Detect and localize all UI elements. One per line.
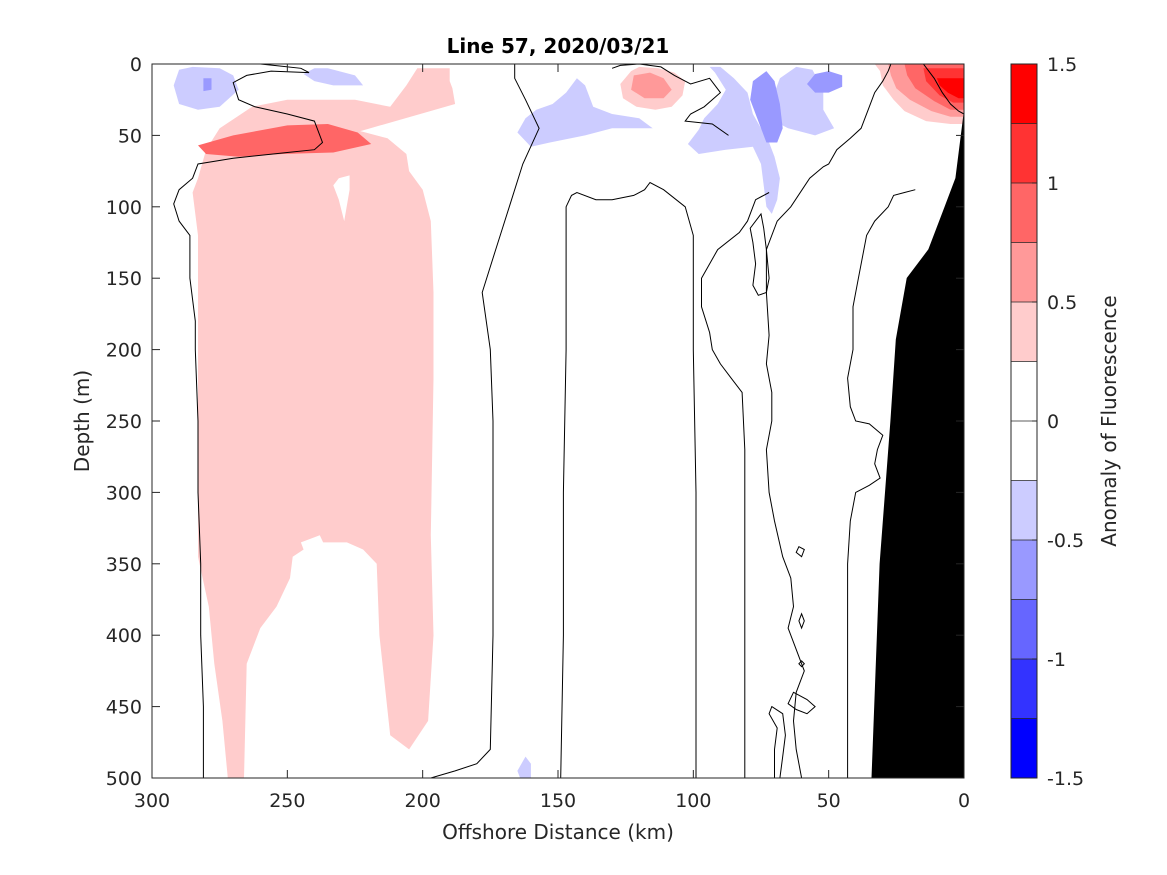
x-tick-label: 50: [817, 790, 841, 812]
positive-anomaly-core: [198, 124, 372, 157]
x-tick-label: 100: [675, 790, 711, 812]
colorbar-band: [1011, 64, 1037, 124]
x-tick-label: 200: [405, 790, 441, 812]
zero-contours: [173, 64, 964, 778]
colorbar-band: [1011, 718, 1037, 778]
colorbar-band: [1011, 480, 1037, 540]
contour-mid-right: [701, 192, 770, 778]
seafloor: [871, 113, 964, 778]
colorbar-tick-label: 1: [1047, 173, 1059, 195]
colorbar-band: [1011, 183, 1037, 243]
colorbar-tick-label: -0.5: [1047, 530, 1084, 552]
colorbar-band: [1011, 540, 1037, 600]
colorbar-tick-label: 0.5: [1047, 292, 1077, 314]
y-tick-label: 250: [106, 411, 142, 433]
contour-tiny-loop-1: [795, 546, 805, 558]
colorbar-band: [1011, 242, 1037, 302]
negative-anomaly-subsurface: [517, 78, 653, 147]
y-axis-title: Depth (m): [70, 370, 94, 472]
low-anomaly-gap-1: [333, 175, 350, 222]
x-tick-label: 300: [134, 790, 170, 812]
contour-left-mid: [430, 64, 540, 778]
x-axis: 300 250 200 150 100 50 0: [134, 64, 970, 812]
contour-small-loop-b: [768, 705, 786, 778]
positive-anomaly-column: [192, 68, 456, 778]
y-tick-label: 500: [106, 768, 142, 790]
negative-anomaly-spot-left: [203, 78, 212, 92]
y-tick-label: 200: [106, 340, 142, 362]
x-tick-label: 250: [269, 790, 305, 812]
contour-right-wall: [847, 189, 916, 778]
coastal-positive-core: [936, 78, 964, 99]
low-anomaly-gap-2: [300, 535, 326, 557]
colorbar-tick-label: 1.5: [1047, 54, 1077, 76]
negative-anomaly-core-a: [750, 71, 783, 143]
x-tick-label: 0: [958, 790, 970, 812]
y-tick-label: 400: [106, 625, 142, 647]
negative-anomaly-surface-mid: [303, 68, 364, 86]
chart-title: Line 57, 2020/03/21: [447, 34, 670, 58]
colorbar-band: [1011, 599, 1037, 659]
contour-left-column: [173, 64, 324, 778]
colorbar-tick-label: -1.5: [1047, 768, 1084, 790]
x-axis-title: Offshore Distance (km): [442, 820, 674, 844]
contour-tiny-loop-2: [798, 612, 805, 630]
contour-small-loop-a: [749, 212, 770, 296]
contour-near-surface-right: [611, 64, 729, 136]
y-axis: 0 50 100 150 200 250 300 350 400 450 500: [106, 54, 964, 790]
negative-anomaly-core-b: [807, 71, 843, 93]
colorbar-band: [1011, 123, 1037, 183]
y-tick-label: 50: [118, 125, 142, 147]
y-tick-label: 0: [130, 54, 142, 76]
y-tick-label: 100: [106, 197, 142, 219]
y-tick-label: 350: [106, 554, 142, 576]
colorbar-tick-label: -1: [1047, 649, 1066, 671]
contour-small-loop-c: [787, 691, 816, 715]
y-tick-label: 150: [106, 268, 142, 290]
colorbar: 1.5 1 0.5 0 -0.5 -1 -1.5: [1010, 54, 1084, 790]
surface-positive-core-right: [631, 72, 672, 99]
negative-anomaly-surface-right: [687, 66, 780, 214]
colorbar-tick-label: 0: [1047, 411, 1059, 433]
colorbar-band: [1011, 659, 1037, 719]
y-tick-label: 300: [106, 482, 142, 504]
colorbar-band: [1011, 361, 1037, 421]
plot-area: [151, 63, 965, 779]
negative-anomaly-bottom: [517, 756, 531, 778]
contour-middle-loop: [560, 181, 697, 778]
colorbar-band: [1011, 302, 1037, 362]
bathymetry-layer: [871, 113, 964, 778]
contour-coast-right: [923, 64, 964, 115]
contour-tiny-loop-3: [798, 660, 805, 668]
colorbar-band: [1011, 421, 1037, 481]
colorbar-title: Anomaly of Fluorescence: [1097, 295, 1121, 546]
y-tick-label: 450: [106, 697, 142, 719]
x-tick-label: 150: [540, 790, 576, 812]
anomaly-regions: [173, 64, 964, 778]
contour-right-inner: [765, 64, 892, 778]
